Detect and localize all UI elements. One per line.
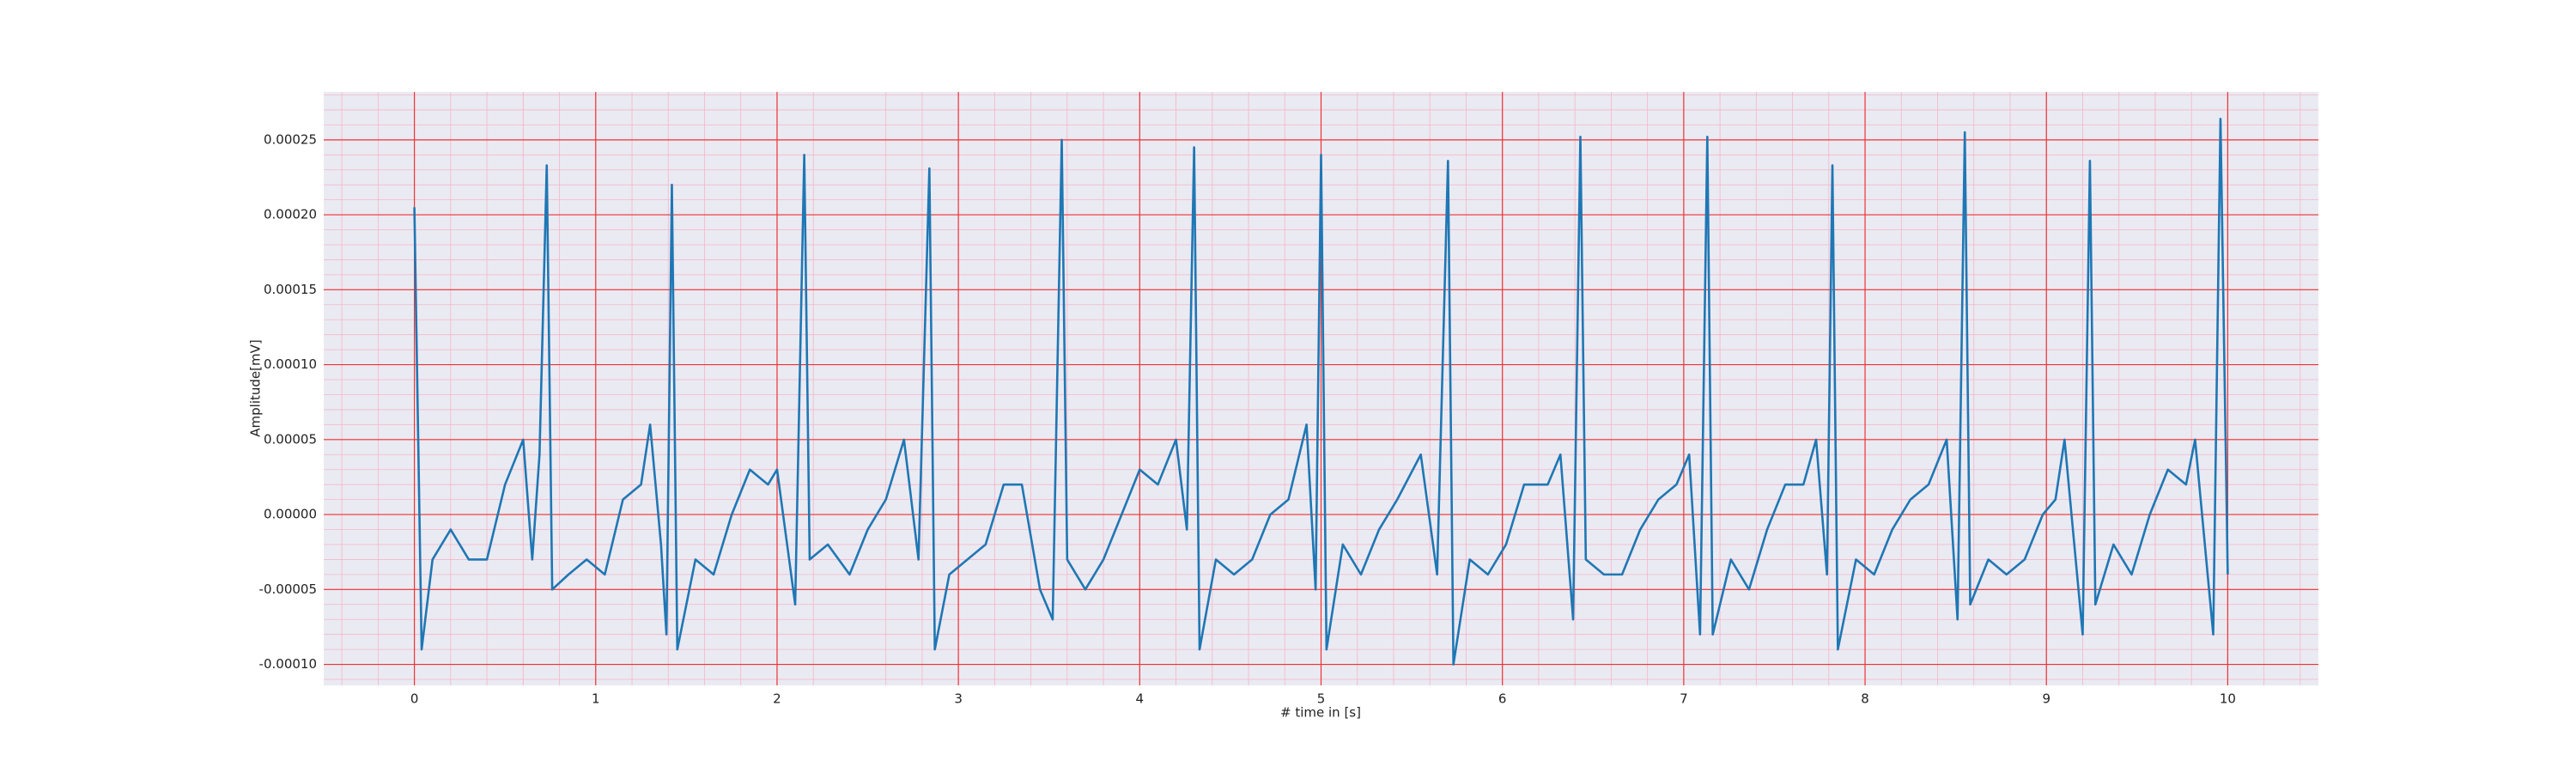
x-tick-label: 10 <box>2220 691 2236 707</box>
x-tick-label: 7 <box>1680 691 1688 707</box>
y-tick-label: 0.00025 <box>264 131 317 147</box>
y-tick-label: 0.00000 <box>264 507 317 522</box>
y-tick-label: 0.00010 <box>264 356 317 372</box>
x-tick-label: 6 <box>1498 691 1507 707</box>
y-tick-label: 0.00015 <box>264 282 317 297</box>
x-tick-label: 5 <box>1317 691 1326 707</box>
x-tick-label: 8 <box>1861 691 1869 707</box>
y-tick-label: -0.00005 <box>259 581 317 597</box>
ecg-line <box>413 118 2229 666</box>
x-tick-label: 0 <box>410 691 419 707</box>
y-tick-label: -0.00010 <box>259 656 317 672</box>
x-tick-label: 3 <box>954 691 963 707</box>
y-tick-label: 0.00005 <box>264 431 317 447</box>
y-axis-label: Amplitude[mV] <box>248 339 264 436</box>
x-tick-label: 1 <box>592 691 600 707</box>
grid <box>324 92 2318 685</box>
x-tick-label: 2 <box>773 691 781 707</box>
y-tick-label: 0.00020 <box>264 207 317 222</box>
x-tick-label: 4 <box>1136 691 1145 707</box>
x-tick-label: 9 <box>2042 691 2050 707</box>
x-axis-label: # time in [s] <box>1280 705 1361 721</box>
